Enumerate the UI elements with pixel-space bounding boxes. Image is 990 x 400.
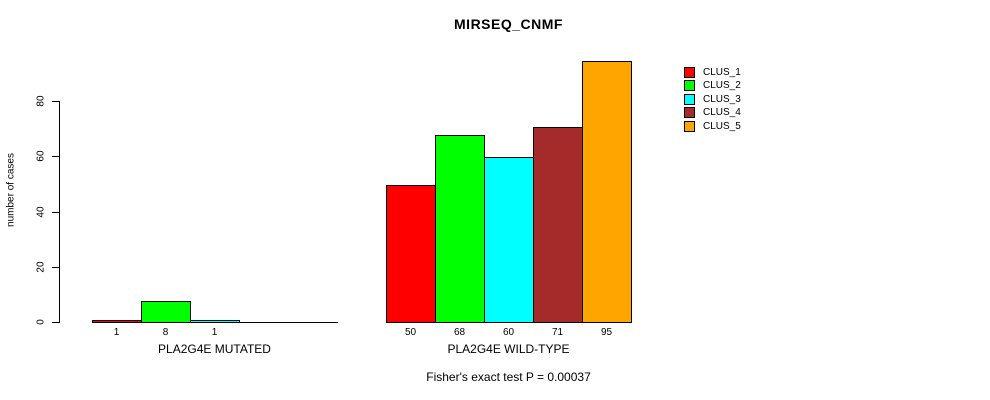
bar-value-label: 1 [211,327,218,338]
legend-swatch-clus-5 [684,121,695,132]
legend-entry-clus-2: CLUS_2 [684,80,741,91]
bar-value-label: 68 [453,327,466,338]
legend-label: CLUS_2 [703,80,741,91]
legend-swatch-clus-3 [684,94,695,105]
legend-label: CLUS_1 [703,67,741,78]
legend-entry-clus-5: CLUS_5 [684,121,741,132]
fisher-test-annotation: Fisher's exact test P = 0.00037 [426,370,591,384]
legend-swatch-clus-4 [684,107,695,118]
bar-pla2g4e-mutated-clus-1 [92,320,142,323]
y-tick-label: 40 [35,206,47,218]
y-tick-mark [52,322,59,323]
bar-pla2g4e-wild-type-clus-5 [582,61,632,323]
legend-entry-clus-4: CLUS_4 [684,107,741,118]
legend-entry-clus-3: CLUS_3 [684,94,741,105]
bar-value-label: 1 [113,327,120,338]
group-label-pla2g4e-mutated: PLA2G4E MUTATED [158,342,271,356]
legend-label: CLUS_3 [703,94,741,105]
y-axis-line [59,101,60,323]
bar-pla2g4e-mutated-clus-3 [190,320,240,323]
y-tick-mark [52,156,59,157]
bar-value-label: 8 [162,327,169,338]
y-tick-label: 0 [35,319,47,325]
bar-value-label: 60 [502,327,515,338]
bar-value-label: 71 [551,327,564,338]
chart-title: MIRSEQ_CNMF [454,16,563,32]
group-label-pla2g4e-wild-type: PLA2G4E WILD-TYPE [447,342,570,356]
bar-pla2g4e-mutated-clus-2 [141,301,191,323]
bar-value-label: 95 [600,327,613,338]
legend-label: CLUS_5 [703,121,741,132]
bar-pla2g4e-wild-type-clus-1 [386,185,436,323]
bar-pla2g4e-wild-type-clus-2 [435,135,485,323]
y-tick-mark [52,267,59,268]
legend-swatch-clus-1 [684,67,695,78]
legend-entry-clus-1: CLUS_1 [684,67,741,78]
y-tick-label: 20 [35,261,47,273]
y-tick-mark [52,101,59,102]
y-tick-label: 60 [35,150,47,162]
legend-swatch-clus-2 [684,80,695,91]
legend-label: CLUS_4 [703,107,741,118]
y-tick-label: 80 [35,95,47,107]
bar-pla2g4e-wild-type-clus-4 [533,127,583,323]
y-tick-mark [52,212,59,213]
bar-value-label: 50 [404,327,417,338]
y-axis-title: number of cases [5,153,17,227]
bar-pla2g4e-wild-type-clus-3 [484,157,534,323]
